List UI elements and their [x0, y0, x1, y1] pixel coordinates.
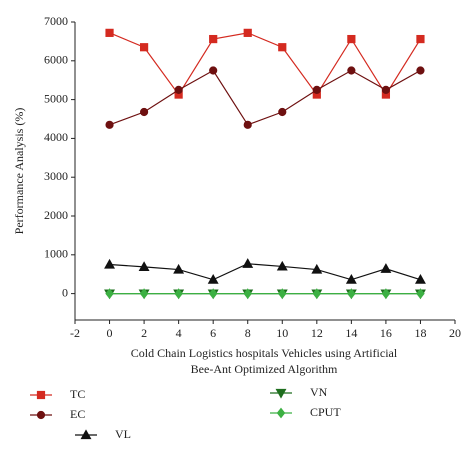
marker	[415, 274, 426, 284]
marker	[278, 107, 287, 117]
x-tick-label: 14	[345, 326, 357, 340]
marker	[347, 66, 356, 75]
marker	[139, 288, 149, 300]
marker	[278, 288, 287, 300]
x-tick-label: 18	[414, 326, 426, 340]
x-axis-label: Bee-Ant Optimized Algorithm	[191, 362, 338, 376]
series-line	[109, 32, 421, 96]
x-tick-label: 2	[141, 326, 147, 340]
marker	[381, 288, 391, 300]
marker	[207, 274, 219, 284]
y-tick-label: 0	[62, 285, 68, 299]
marker	[312, 288, 322, 300]
y-axis-label: Performance Analysis (%)	[12, 108, 26, 235]
x-tick-label: 0	[107, 326, 113, 340]
marker	[381, 85, 391, 95]
legend-label: VL	[115, 427, 131, 441]
marker	[278, 43, 287, 52]
series-line	[109, 69, 421, 126]
x-tick-label: -2	[70, 326, 80, 340]
marker	[312, 85, 321, 95]
legend-label: VN	[310, 385, 328, 399]
marker	[380, 263, 392, 273]
x-tick-label: 16	[380, 326, 392, 340]
marker	[345, 274, 357, 284]
marker	[243, 288, 252, 300]
marker	[105, 28, 114, 37]
marker	[311, 263, 323, 274]
x-axis-label: Cold Chain Logistics hospitals Vehicles …	[131, 346, 398, 360]
legend-label: TC	[70, 387, 85, 401]
marker	[242, 258, 254, 268]
marker	[416, 288, 425, 300]
y-tick-label: 5000	[44, 91, 68, 105]
marker	[105, 120, 114, 129]
marker	[347, 288, 356, 300]
legend-label: EC	[70, 407, 85, 421]
marker	[209, 66, 218, 75]
x-tick-label: 6	[210, 326, 216, 340]
y-tick-label: 6000	[44, 53, 68, 67]
x-tick-label: 12	[311, 326, 323, 340]
legend-marker	[80, 429, 92, 440]
marker	[174, 85, 183, 95]
marker	[347, 34, 356, 44]
x-tick-label: 10	[276, 326, 288, 340]
marker	[105, 288, 114, 300]
legend-label: CPUT	[310, 405, 341, 419]
y-tick-label: 4000	[44, 130, 68, 144]
y-tick-label: 7000	[44, 14, 68, 28]
x-tick-label: 8	[245, 326, 251, 340]
legend-marker	[36, 410, 46, 420]
series-line	[109, 263, 421, 281]
marker	[243, 28, 252, 37]
marker	[139, 107, 149, 117]
marker	[139, 43, 149, 52]
y-tick-label: 3000	[44, 169, 68, 183]
marker	[174, 288, 183, 300]
marker	[138, 261, 150, 271]
legend-marker	[276, 407, 286, 419]
marker	[276, 260, 288, 271]
marker	[208, 288, 218, 300]
marker	[416, 34, 425, 44]
marker	[416, 66, 425, 75]
marker	[243, 120, 252, 129]
x-tick-label: 4	[176, 326, 182, 340]
marker	[104, 258, 115, 269]
legend-marker	[275, 388, 287, 399]
marker	[209, 34, 218, 44]
legend-marker	[36, 390, 46, 400]
y-tick-label: 1000	[44, 247, 68, 261]
y-tick-label: 2000	[44, 208, 68, 222]
marker	[173, 263, 185, 274]
x-tick-label: 20	[449, 326, 461, 340]
